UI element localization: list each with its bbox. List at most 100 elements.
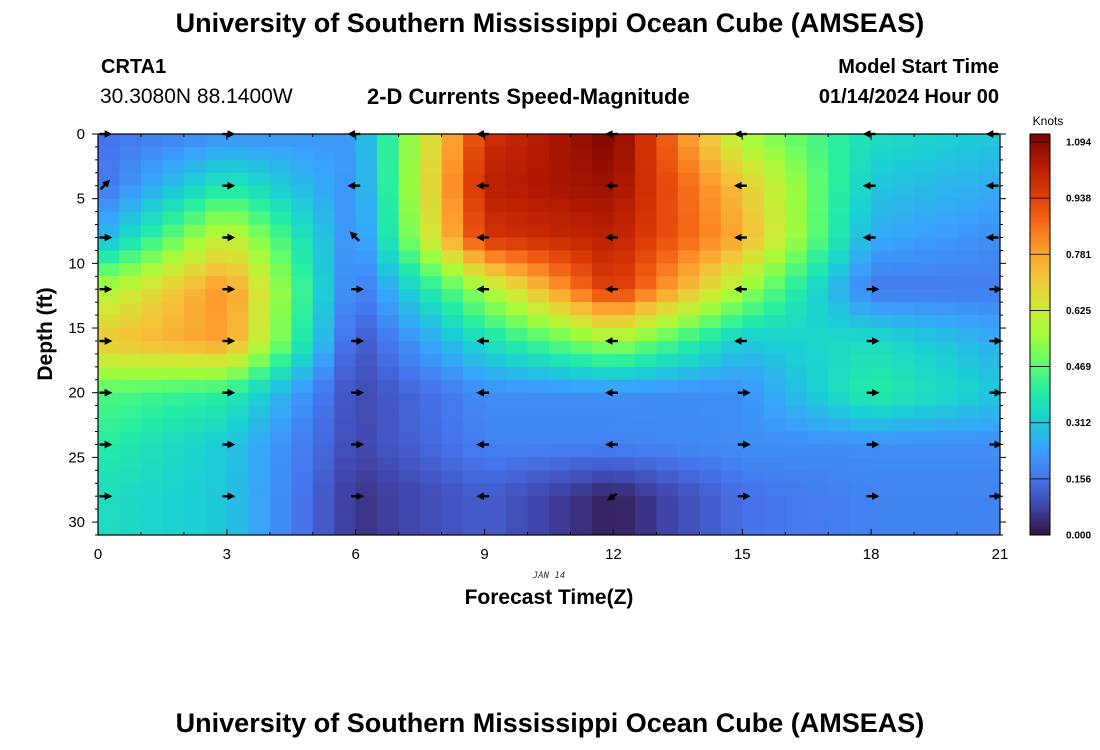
heatmap-cell xyxy=(377,302,400,316)
heatmap-cell xyxy=(720,509,743,523)
heatmap-cell xyxy=(441,366,464,381)
heatmap-cell xyxy=(720,263,743,277)
heatmap-cell xyxy=(785,134,808,148)
heatmap-cell xyxy=(763,392,786,407)
heatmap-cell xyxy=(828,289,851,303)
heatmap-cell xyxy=(291,198,314,213)
heatmap-cell xyxy=(935,379,958,394)
heatmap-cell xyxy=(183,509,206,523)
heatmap-cell xyxy=(527,315,550,329)
heatmap-cell xyxy=(205,431,228,446)
heatmap-cell xyxy=(785,379,808,394)
heatmap-cell xyxy=(720,250,743,264)
heatmap-cell xyxy=(677,302,700,316)
heatmap-cell xyxy=(763,483,786,497)
heatmap-cell xyxy=(506,431,529,446)
heatmap-cell xyxy=(183,172,206,187)
heatmap-cell xyxy=(441,379,464,394)
heatmap-cell xyxy=(677,211,700,226)
heatmap-cell xyxy=(162,172,185,187)
colorbar-tick-label: 0.312 xyxy=(1066,418,1091,429)
heatmap-cell xyxy=(248,366,271,381)
heatmap-cell xyxy=(806,340,829,355)
heatmap-cell xyxy=(312,198,335,213)
heatmap-cell xyxy=(205,302,228,316)
heatmap-cell xyxy=(677,392,700,407)
heatmap-cell xyxy=(119,366,142,381)
heatmap-cell xyxy=(291,470,314,484)
heatmap-cell xyxy=(785,366,808,381)
heatmap-cell xyxy=(935,353,958,368)
heatmap-cell xyxy=(849,146,872,161)
heatmap-cell xyxy=(183,431,206,446)
heatmap-cell xyxy=(205,522,228,535)
heatmap-cell xyxy=(527,457,550,471)
heatmap-cell xyxy=(98,444,121,458)
heatmap-cell xyxy=(398,159,421,174)
heatmap-cell xyxy=(656,509,679,523)
heatmap-cell xyxy=(441,392,464,407)
heatmap-cell xyxy=(377,250,400,264)
heatmap-cell xyxy=(527,340,550,355)
heatmap-cell xyxy=(914,276,937,290)
heatmap-cell xyxy=(183,159,206,174)
heatmap-cell xyxy=(957,392,980,407)
heatmap-cell xyxy=(914,250,937,264)
heatmap-cell xyxy=(248,250,271,264)
heatmap-cell xyxy=(484,418,507,433)
colorbar-tick-label: 1.094 xyxy=(1066,138,1091,149)
heatmap-cell xyxy=(677,250,700,264)
heatmap-cell xyxy=(248,379,271,394)
heatmap-cell xyxy=(248,509,271,523)
date-label: JAN 14 xyxy=(532,571,566,581)
heatmap-cell xyxy=(506,444,529,458)
heatmap-cell xyxy=(634,276,657,290)
heatmap-cell xyxy=(484,496,507,510)
heatmap-cell xyxy=(677,289,700,303)
heatmap-cell xyxy=(570,353,593,368)
heatmap-cell xyxy=(828,328,851,342)
heatmap-cell xyxy=(549,328,572,342)
heatmap-cell xyxy=(506,328,529,342)
heatmap-cell xyxy=(140,431,164,446)
heatmap-cell xyxy=(957,483,980,497)
heatmap-cell xyxy=(892,315,915,329)
heatmap-cell xyxy=(98,405,121,420)
heatmap-cell xyxy=(484,353,507,368)
heatmap-cell xyxy=(806,509,829,523)
heatmap-cell xyxy=(591,159,615,174)
heatmap-cell xyxy=(935,134,958,148)
heatmap-cell xyxy=(420,224,443,239)
heatmap-cell xyxy=(677,237,700,252)
heatmap-cell xyxy=(806,392,829,407)
heatmap-cell xyxy=(506,250,529,264)
heatmap-cell xyxy=(892,470,915,484)
heatmap-cell xyxy=(570,392,593,407)
heatmap-cell xyxy=(248,134,271,148)
heatmap-cell xyxy=(441,496,464,510)
heatmap-cell xyxy=(570,483,593,497)
heatmap-cell xyxy=(978,444,1000,458)
heatmap-cell xyxy=(248,483,271,497)
heatmap-cell xyxy=(656,353,679,368)
heatmap-cell xyxy=(398,431,421,446)
heatmap-cell xyxy=(506,470,529,484)
heatmap-cell xyxy=(849,483,872,497)
heatmap-cell xyxy=(527,379,550,394)
heatmap-cell xyxy=(312,366,335,381)
heatmap-cell xyxy=(484,509,507,523)
colorbar-unit-label: Knots xyxy=(1033,114,1064,128)
heatmap-cell xyxy=(355,457,378,471)
x-axis-title: Forecast Time(Z) xyxy=(465,586,634,609)
heatmap-cell xyxy=(226,353,249,368)
heatmap-cell xyxy=(849,457,872,471)
heatmap-cell xyxy=(570,185,593,200)
heatmap-cell xyxy=(677,522,700,535)
heatmap-cell xyxy=(140,237,164,252)
heatmap-cell xyxy=(634,405,657,420)
heatmap-cell xyxy=(935,366,958,381)
heatmap-cell xyxy=(398,328,421,342)
heatmap-cell xyxy=(570,509,593,523)
heatmap-cell xyxy=(914,237,937,252)
heatmap-cell xyxy=(334,250,357,264)
